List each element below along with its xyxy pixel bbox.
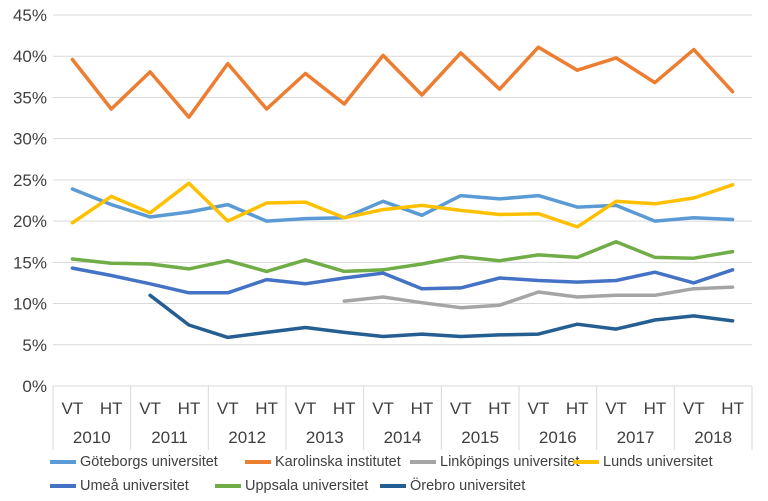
series-line-0 [70, 187, 735, 223]
x-tick-label-year: 2018 [694, 428, 732, 447]
legend-label-umea: Umeå universitet [80, 478, 189, 494]
x-tick-label-term: VT [450, 399, 472, 418]
y-tick-label: 0% [22, 377, 47, 396]
y-tick-label: 35% [13, 88, 47, 107]
legend-label-uppsala: Uppsala universitet [245, 478, 369, 494]
x-tick-label-term: HT [566, 399, 589, 418]
x-tick-label-term: HT [644, 399, 667, 418]
series-line-3 [70, 181, 735, 229]
x-tick-label-term: HT [178, 399, 201, 418]
axes [52, 385, 753, 450]
x-tick-label-term: VT [528, 399, 550, 418]
legend-label-karolinska: Karolinska institutet [275, 454, 401, 470]
series-line-5 [70, 239, 735, 274]
x-tick-label-term: VT [683, 399, 705, 418]
x-tick-label-term: HT [255, 399, 278, 418]
legend-swatch-linkoping [410, 460, 436, 464]
line-chart: 0% 5% 10% 15% 20% 25% 30% 35% 40% 45% VT HT VT HT VT H… [13, 6, 753, 450]
series-line-1 [70, 45, 735, 119]
x-tick-label-year: 2011 [151, 428, 188, 447]
y-tick-label: 15% [13, 253, 47, 272]
legend: Göteborgs universitet Karolinska institu… [0, 450, 768, 501]
legend-swatch-uppsala [215, 484, 241, 488]
y-tick-label: 45% [13, 6, 47, 25]
x-tick-label-term: HT [488, 399, 511, 418]
series-line-4 [70, 266, 735, 295]
y-tick-label: 25% [13, 171, 47, 190]
legend-item-karolinska: Karolinska institutet [245, 454, 401, 470]
legend-swatch-goteborg [50, 460, 76, 464]
y-tick-label: 40% [13, 47, 47, 66]
x-tick-label-term: HT [411, 399, 434, 418]
x-tick-label-year: 2014 [384, 428, 422, 447]
series-line-2 [342, 285, 735, 310]
x-tick-label-year: 2010 [73, 428, 111, 447]
y-tick-label: 20% [13, 212, 47, 231]
y-tick-label: 30% [13, 130, 47, 149]
y-axis-tick-labels: 0% 5% 10% 15% 20% 25% 30% 35% 40% 45% [13, 6, 47, 396]
legend-item-orebro: Örebro universitet [380, 478, 525, 494]
legend-label-linkoping: Linköpings universitet [440, 454, 580, 470]
legend-label-goteborg: Göteborgs universitet [80, 454, 218, 470]
x-tick-label-year: 2012 [228, 428, 266, 447]
x-tick-label-term: VT [372, 399, 394, 418]
gridlines [53, 14, 752, 346]
legend-swatch-umea [50, 484, 76, 488]
x-tick-label-term: HT [333, 399, 356, 418]
x-tick-label-year: 2017 [617, 428, 655, 447]
legend-item-uppsala: Uppsala universitet [215, 478, 368, 494]
legend-item-linkoping: Linköpings universitet [410, 454, 579, 470]
legend-swatch-orebro [380, 484, 406, 488]
legend-item-umea: Umeå universitet [50, 478, 189, 494]
x-tick-label-term: VT [295, 399, 317, 418]
legend-item-lund: Lunds universitet [573, 454, 713, 470]
x-axis-tick-labels: VT HT VT HT VT HT VT HT VT HT VT HT VT HT VT HT VT HT 2010… [62, 399, 744, 447]
x-tick-label-year: 2016 [539, 428, 577, 447]
x-tick-label-term: VT [605, 399, 627, 418]
x-tick-label-term: VT [139, 399, 161, 418]
series-line-6 [148, 293, 735, 340]
legend-label-orebro: Örebro universitet [410, 478, 526, 494]
legend-swatch-karolinska [245, 460, 271, 464]
x-tick-label-year: 2013 [306, 428, 344, 447]
legend-item-goteborg: Göteborgs universitet [50, 454, 218, 470]
x-tick-label-term: VT [217, 399, 239, 418]
x-tick-label-term: HT [721, 399, 744, 418]
x-tick-label-term: HT [100, 399, 123, 418]
series-lines [70, 45, 735, 340]
legend-swatch-lund [573, 460, 599, 464]
legend-label-lund: Lunds universitet [603, 454, 713, 470]
x-tick-label-term: VT [62, 399, 84, 418]
y-tick-label: 5% [22, 336, 47, 355]
y-tick-label: 10% [13, 295, 47, 314]
x-tick-label-year: 2015 [461, 428, 499, 447]
